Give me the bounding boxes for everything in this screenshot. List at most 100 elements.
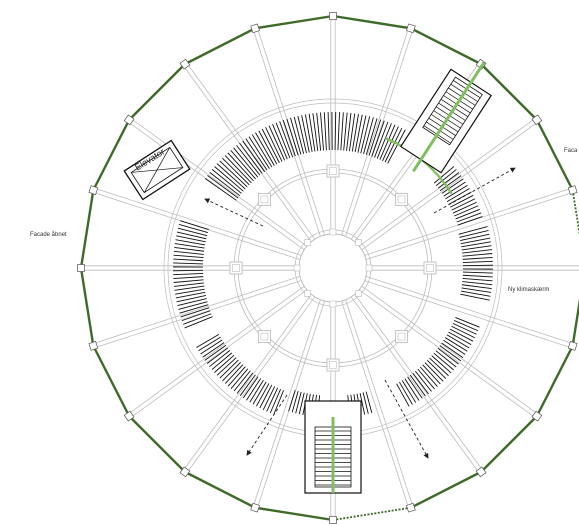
elevator-shaft <box>123 139 191 201</box>
seat-row-tick <box>251 134 273 168</box>
seat-row-tick <box>252 381 267 405</box>
seat-row-tick <box>422 364 441 385</box>
facade-segment <box>128 63 186 121</box>
seat-row-tick <box>245 138 268 171</box>
seat-row-tick <box>404 378 420 401</box>
seat-row-tick <box>282 120 296 157</box>
seat-row-tick <box>219 160 248 188</box>
seat-row-tick <box>439 175 462 192</box>
seat-row-tick <box>409 374 426 397</box>
seat-row-tick <box>181 310 211 322</box>
seat-row-tick <box>175 288 205 295</box>
seat-row-tick <box>179 304 209 314</box>
seat-row-tick <box>453 320 479 332</box>
seat-row-tick <box>173 258 204 262</box>
seat-row-tick <box>248 136 270 169</box>
seat-row-tick <box>216 163 246 190</box>
seat-row-tick <box>236 372 254 394</box>
inner-column <box>395 192 409 206</box>
seat-row-tick <box>451 325 475 339</box>
facade-segment <box>128 415 186 473</box>
seat-row-tick <box>175 239 206 246</box>
inner-column <box>229 261 243 275</box>
radial-beams <box>83 18 579 518</box>
stair-south <box>304 400 362 494</box>
radial-beam-line <box>341 29 409 236</box>
facade-segment <box>92 345 131 417</box>
seat-row-tick <box>351 114 359 152</box>
facade-segment <box>254 14 334 30</box>
tiered-seating <box>173 112 493 418</box>
seat-row-tick <box>455 317 480 328</box>
seat-row-tick <box>429 357 449 377</box>
seat-row-tick <box>211 169 242 194</box>
facade-column <box>329 12 337 20</box>
seat-row-tick <box>419 366 438 387</box>
seat-row-tick <box>175 291 206 299</box>
seat-row-tick <box>202 342 225 358</box>
circulation-arrow <box>246 394 288 456</box>
inner-column <box>326 358 340 372</box>
seat-row-tick <box>452 322 477 335</box>
seat-row-tick <box>343 112 348 151</box>
seat-row-tick <box>365 391 373 414</box>
seat-row-tick <box>312 113 319 152</box>
facade-column <box>123 410 135 422</box>
stair-north-east <box>399 61 493 174</box>
circulation-arrow <box>384 379 429 459</box>
seat-row-tick <box>227 366 246 387</box>
seat-row-tick <box>357 115 367 153</box>
seat-row-tick <box>230 149 256 180</box>
seat-row-tick <box>219 359 239 379</box>
seat-row-tick <box>174 246 205 252</box>
seat-row-tick <box>456 212 482 223</box>
seat-row-tick <box>184 316 213 329</box>
radial-beam-line <box>345 30 413 237</box>
radial-beam-line <box>187 64 316 240</box>
facade-column <box>179 58 191 70</box>
seat-row-tick <box>291 391 299 413</box>
seat-row-tick <box>207 175 239 199</box>
seat-row-tick <box>174 243 205 249</box>
seat-row-tick <box>459 233 490 241</box>
seat-row-tick <box>242 140 266 173</box>
facade-segment <box>535 119 574 191</box>
seat-row-tick <box>443 339 466 355</box>
radial-beam-line <box>345 299 413 506</box>
seat-row-tick <box>227 152 254 182</box>
seat-row-tick <box>376 123 392 159</box>
seat-row-tick <box>242 376 259 399</box>
radial-beam-line <box>183 293 312 470</box>
facade-column <box>475 58 487 70</box>
seat-row-tick <box>337 112 340 151</box>
facade-segment <box>571 189 579 236</box>
seat-row-tick <box>448 331 472 345</box>
inner-column-core <box>397 332 406 341</box>
core-column <box>355 239 362 246</box>
seat-row-tick <box>173 250 204 255</box>
seat-row-tick <box>449 328 474 342</box>
seat-row-tick <box>461 245 492 251</box>
seat-row-tick <box>460 293 490 301</box>
core-column <box>365 264 373 272</box>
seat-row-tick <box>384 127 403 163</box>
seat-row-tick <box>399 381 413 405</box>
seat-row-tick <box>461 241 491 248</box>
seat-row-tick <box>433 166 455 184</box>
seat-row-tick <box>462 260 493 264</box>
seat-row-tick <box>387 129 406 164</box>
facade-column <box>123 114 135 126</box>
seat-row-tick <box>426 360 447 379</box>
seat-row-tick <box>230 368 249 389</box>
seat-row-tick <box>417 368 435 390</box>
seat-row-tick <box>301 115 310 153</box>
label-facade-opened: Facade åbnet <box>30 232 67 238</box>
seat-row-tick <box>327 112 330 151</box>
seat-row-tick <box>256 383 270 407</box>
inner-column-core <box>426 264 434 272</box>
seat-row-tick <box>180 220 209 230</box>
seat-row-tick <box>462 249 492 254</box>
facade-column <box>250 23 260 34</box>
seat-row-tick <box>462 256 493 260</box>
